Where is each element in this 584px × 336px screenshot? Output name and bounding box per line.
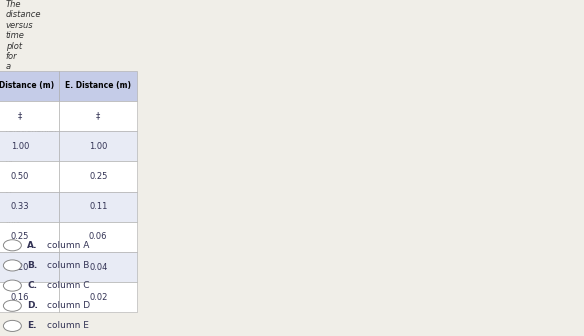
Text: 0.25: 0.25 bbox=[89, 172, 107, 181]
Text: 0.20: 0.20 bbox=[11, 263, 29, 271]
Text: column E: column E bbox=[47, 322, 89, 330]
Bar bbox=[59, 252, 137, 282]
Text: D. Distance (m): D. Distance (m) bbox=[0, 81, 54, 90]
Text: A.: A. bbox=[27, 241, 37, 250]
Text: 0.25: 0.25 bbox=[11, 233, 29, 241]
Text: C.: C. bbox=[27, 281, 37, 290]
Bar bbox=[0, 192, 59, 222]
Text: The distance versus time plot for a particular object shows a quadratic relation: The distance versus time plot for a part… bbox=[6, 0, 58, 238]
Bar bbox=[0, 222, 59, 252]
Bar bbox=[59, 161, 137, 192]
Text: 0.11: 0.11 bbox=[89, 202, 107, 211]
Text: 0.33: 0.33 bbox=[11, 202, 29, 211]
Bar bbox=[59, 222, 137, 252]
Bar bbox=[59, 282, 137, 312]
Text: column C: column C bbox=[47, 281, 89, 290]
Text: 0.04: 0.04 bbox=[89, 263, 107, 271]
Text: column A: column A bbox=[47, 241, 89, 250]
Text: 1.00: 1.00 bbox=[89, 142, 107, 151]
Text: ‡: ‡ bbox=[96, 112, 100, 120]
Circle shape bbox=[4, 300, 22, 311]
Text: E. Distance (m): E. Distance (m) bbox=[65, 81, 131, 90]
Text: 1.00: 1.00 bbox=[11, 142, 29, 151]
Circle shape bbox=[4, 260, 22, 271]
Text: column B: column B bbox=[47, 261, 89, 270]
Text: ‡: ‡ bbox=[18, 112, 22, 120]
Text: B.: B. bbox=[27, 261, 37, 270]
Text: 0.16: 0.16 bbox=[11, 293, 29, 302]
Bar bbox=[59, 131, 137, 161]
Circle shape bbox=[4, 321, 22, 331]
Circle shape bbox=[4, 280, 22, 291]
Text: 0.02: 0.02 bbox=[89, 293, 107, 302]
Text: 0.06: 0.06 bbox=[89, 233, 107, 241]
Text: D.: D. bbox=[27, 301, 38, 310]
Text: 0.50: 0.50 bbox=[11, 172, 29, 181]
Bar bbox=[0, 252, 59, 282]
Text: E.: E. bbox=[27, 322, 37, 330]
Bar bbox=[59, 192, 137, 222]
Bar bbox=[59, 71, 137, 101]
Bar bbox=[0, 282, 59, 312]
Bar bbox=[0, 131, 59, 161]
Bar bbox=[59, 101, 137, 131]
Bar bbox=[0, 101, 59, 131]
Bar bbox=[0, 71, 59, 101]
Circle shape bbox=[4, 240, 22, 251]
Text: column D: column D bbox=[47, 301, 90, 310]
Bar bbox=[0, 161, 59, 192]
